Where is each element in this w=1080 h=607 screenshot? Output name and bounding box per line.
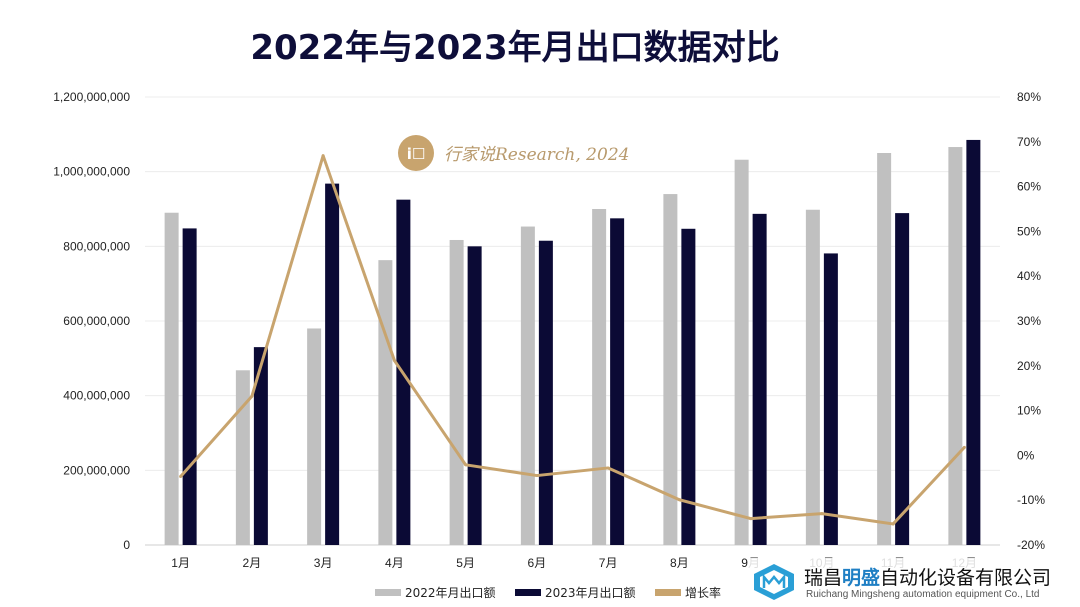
bar-2023 (752, 213, 767, 545)
watermark: i☐ 行家说Research, 2024 (398, 135, 629, 171)
bar-2022 (520, 226, 535, 545)
legend-2023-label: 2023年月出口额 (545, 586, 636, 600)
company-name-highlight: 明盛 (842, 567, 881, 589)
legend-2022-label: 2022年月出口额 (405, 586, 496, 600)
y-right-tick-label: 20% (1017, 359, 1041, 373)
y-right-tick-label: 50% (1017, 224, 1041, 238)
y-right-tick-label: 70% (1017, 135, 1041, 149)
company-name-en: Ruichang Mingsheng automation equipment … (806, 589, 1040, 600)
bar-2022 (948, 147, 963, 545)
bar-2022 (663, 194, 678, 546)
bar-2023 (895, 213, 910, 545)
bar-2022 (805, 209, 820, 545)
y-right-tick-label: -10% (1017, 493, 1045, 507)
growth-point (677, 498, 681, 502)
x-tick-label: 8月 (670, 556, 689, 570)
x-tick-label: 5月 (456, 556, 475, 570)
growth-point (891, 522, 895, 526)
x-tick-label: 1月 (171, 556, 190, 570)
bar-2023 (610, 218, 625, 546)
y-left-tick-label: 1,000,000,000 (53, 165, 130, 179)
y-right-tick-label: 80% (1017, 90, 1041, 104)
y-right-tick-label: -20% (1017, 538, 1045, 552)
growth-point (179, 474, 183, 478)
y-left-tick-label: 400,000,000 (63, 389, 130, 403)
y-left-tick-label: 0 (123, 538, 130, 552)
legend-growth-label: 增长率 (685, 585, 721, 600)
bar-2022 (235, 370, 250, 545)
y-right-tick-label: 60% (1017, 180, 1041, 194)
growth-line (179, 154, 966, 526)
bar-2023 (325, 183, 340, 545)
bar-2022 (592, 209, 607, 545)
x-tick-label: 4月 (385, 556, 404, 570)
watermark-logo-icon (398, 135, 434, 171)
growth-point (392, 358, 396, 362)
bars (164, 139, 981, 546)
bar-2023 (182, 228, 197, 545)
y-left-tick-label: 600,000,000 (63, 314, 130, 328)
company-badge: 瑞昌明盛自动化设备有限公司 Ruichang Mingsheng automat… (748, 558, 1080, 604)
y-left-tick-label: 800,000,000 (63, 239, 130, 253)
x-tick-label: 2月 (243, 556, 262, 570)
bar-2022 (877, 153, 892, 545)
growth-point (464, 463, 468, 467)
x-tick-label: 3月 (314, 556, 333, 570)
growth-point (535, 474, 539, 478)
bar-2023 (823, 253, 838, 545)
growth-line-path (179, 154, 966, 526)
y-left-tick-label: 200,000,000 (63, 463, 130, 477)
bar-2023 (966, 139, 981, 545)
y-axis-right: -20% -10% 0% 10% 20% 30% 40% 50% 60% 70% 80% (1017, 90, 1045, 552)
bar-2023 (467, 246, 482, 546)
bar-2023 (538, 240, 553, 545)
chart-title: 2022年与2023年月出口数据对比 (250, 28, 780, 68)
watermark-logo-text: i☐ (407, 145, 426, 163)
bar-2022 (164, 212, 179, 545)
growth-point (820, 512, 824, 516)
company-name-pre: 瑞昌 (804, 567, 843, 589)
growth-point (749, 517, 753, 521)
growth-point (962, 445, 966, 449)
bar-2022 (307, 328, 322, 545)
x-tick-label: 6月 (528, 556, 547, 570)
legend-2023-swatch (515, 589, 541, 596)
y-right-tick-label: 40% (1017, 269, 1041, 283)
growth-point (321, 154, 325, 158)
y-right-tick-label: 10% (1017, 404, 1041, 418)
company-logo-icon (754, 564, 794, 600)
legend-growth-swatch (655, 589, 681, 596)
bar-2022 (449, 239, 464, 545)
bar-2022 (378, 260, 393, 545)
bar-2022 (734, 159, 749, 545)
bar-2023 (681, 228, 696, 545)
watermark-text: 行家说Research, 2024 (444, 145, 629, 165)
legend-2022-swatch (375, 589, 401, 596)
y-right-tick-label: 30% (1017, 314, 1041, 328)
company-name-post: 自动化设备有限公司 (880, 567, 1052, 589)
y-right-tick-label: 0% (1017, 448, 1035, 462)
growth-point (250, 394, 254, 398)
company-name: 瑞昌明盛自动化设备有限公司 (804, 563, 1051, 590)
growth-point (606, 466, 610, 470)
x-tick-label: 7月 (599, 556, 618, 570)
bar-2023 (253, 347, 268, 545)
legend: 2022年月出口额 2023年月出口额 增长率 (375, 585, 721, 600)
y-axis-left: 0 200,000,000 400,000,000 600,000,000 800,00… (53, 90, 130, 552)
y-left-tick-label: 1,200,000,000 (53, 90, 130, 104)
